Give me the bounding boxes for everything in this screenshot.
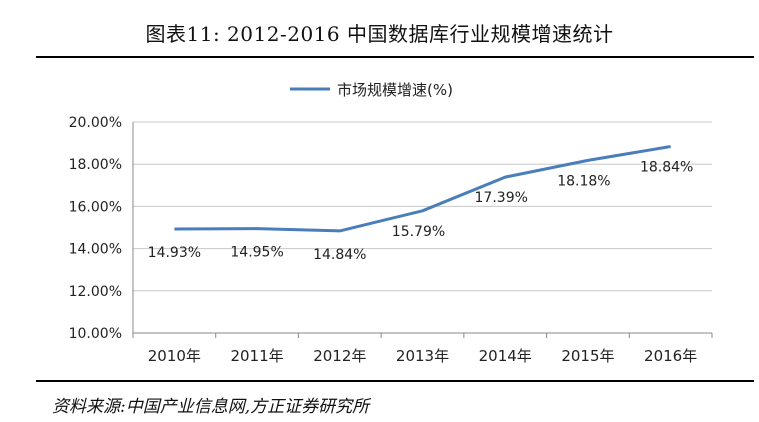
y-tick-label: 14.00% [69,242,122,258]
line-chart: 市场规模增速(%) 10.00% 12.00% 14.00% 16.00% 18.00%… [69,81,713,365]
chart-title: 图表11: 2012-2016 中国数据库行业规模增速统计 [145,22,614,46]
chart-axes: 10.00% 12.00% 14.00% 16.00% 18.00% 20.00% 2010… [69,115,713,365]
y-tick-label: 20.00% [69,115,122,131]
series-line [174,145,671,233]
data-label: 14.93% [148,245,201,261]
y-tick-label: 12.00% [69,284,122,300]
x-tick-label: 2014年 [479,347,532,365]
x-tick-label: 2016年 [644,347,697,365]
y-tick-label: 10.00% [69,326,122,342]
x-tick-label: 2013年 [396,347,449,365]
y-tick-label: 18.00% [69,157,122,173]
data-label: 14.95% [230,245,283,261]
x-tick-label: 2010年 [148,347,201,365]
data-label: 14.84% [313,247,366,263]
title-divider [36,56,754,58]
x-tick-label: 2015年 [561,347,614,365]
chart-legend: 市场规模增速(%) [290,81,453,99]
y-tick-label: 16.00% [69,199,122,215]
data-label: 17.39% [475,190,528,206]
x-tick-label: 2011年 [230,347,283,365]
footer-divider [36,380,754,382]
data-label: 18.18% [557,173,610,189]
x-tick-label: 2012年 [313,347,366,365]
data-label: 18.84% [640,159,693,175]
legend-label: 市场规模增速(%) [337,81,453,99]
data-label: 15.79% [392,224,445,240]
chart-data-labels: 14.93% 14.95% 14.84% 15.79% 17.39% 18.18% 18.8… [148,159,694,262]
chart-series [174,145,671,233]
source-note: 资料来源:中国产业信息网,方正证券研究所 [52,397,370,417]
